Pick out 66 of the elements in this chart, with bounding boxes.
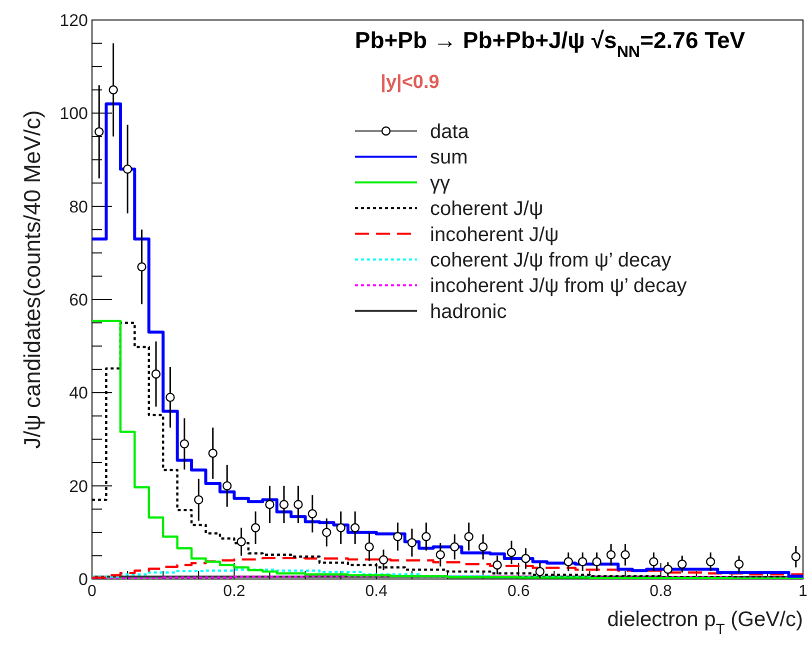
point — [336, 523, 346, 532]
point — [407, 538, 417, 548]
point — [564, 557, 573, 566]
y-tick-label: 60 — [69, 290, 88, 310]
point — [166, 392, 175, 402]
legend-label: coherent J/ψ — [430, 198, 544, 220]
point — [506, 548, 516, 558]
point — [492, 560, 502, 570]
y-tick-label: 20 — [69, 476, 88, 496]
point — [94, 127, 104, 136]
point — [706, 557, 716, 566]
legend-label: sum — [430, 146, 468, 169]
point — [194, 495, 204, 504]
text: |y|<0.9 — [380, 72, 440, 93]
point — [663, 564, 673, 574]
point — [122, 164, 132, 174]
x-tick-label: 0.4 — [365, 583, 388, 600]
point — [279, 500, 289, 510]
point — [592, 557, 602, 566]
legend-label: γγ — [430, 172, 450, 194]
point — [180, 439, 190, 449]
point — [294, 500, 303, 510]
point — [378, 555, 388, 564]
y-tick-label: 100 — [60, 104, 88, 124]
x-axis-title: dielectron p$_{T}$ (GeV/c) — [607, 608, 803, 638]
y-tick-label: 80 — [69, 197, 88, 216]
legend-label: coherent J/ψ from ψ’ decay — [430, 250, 672, 272]
legend-label: hadronic — [430, 300, 507, 323]
x-tick-label: 1 — [798, 583, 807, 600]
point — [791, 552, 800, 562]
point — [222, 481, 232, 490]
point — [578, 557, 588, 566]
point — [364, 542, 374, 552]
y-tick-label: 120 — [60, 11, 88, 30]
point — [606, 550, 616, 560]
point — [678, 559, 687, 569]
legend-label: incoherent J/ψ from ψ’ decay — [430, 275, 687, 298]
point — [649, 557, 658, 566]
point — [478, 542, 488, 552]
x-tick-label: 0.2 — [223, 583, 246, 600]
point — [265, 500, 274, 510]
y-axis-title: J/ψ candidates(counts/40 MeV/c) — [19, 110, 45, 449]
point — [620, 550, 630, 560]
point — [350, 523, 360, 532]
point — [322, 528, 332, 538]
point — [450, 542, 460, 552]
point — [393, 532, 402, 542]
point — [250, 523, 260, 532]
point — [521, 554, 530, 564]
point — [236, 537, 246, 546]
y-tick-label: 40 — [69, 384, 88, 403]
point — [151, 369, 161, 379]
point — [436, 550, 445, 560]
point — [137, 262, 146, 272]
point — [464, 532, 474, 542]
point — [108, 85, 118, 94]
x-tick-label: 0.6 — [507, 583, 530, 600]
x-tick-label: 0.8 — [650, 583, 672, 600]
point — [734, 559, 744, 569]
point — [308, 509, 318, 518]
point — [535, 566, 545, 576]
text: Pb+Pb → Pb+Pb+J/ψ √s$_{NN}$=2.76 TeV — [354, 27, 746, 61]
point — [208, 448, 218, 458]
point — [422, 532, 431, 542]
legend-label: incoherent J/ψ — [430, 224, 559, 246]
legend-label: data — [430, 121, 470, 143]
